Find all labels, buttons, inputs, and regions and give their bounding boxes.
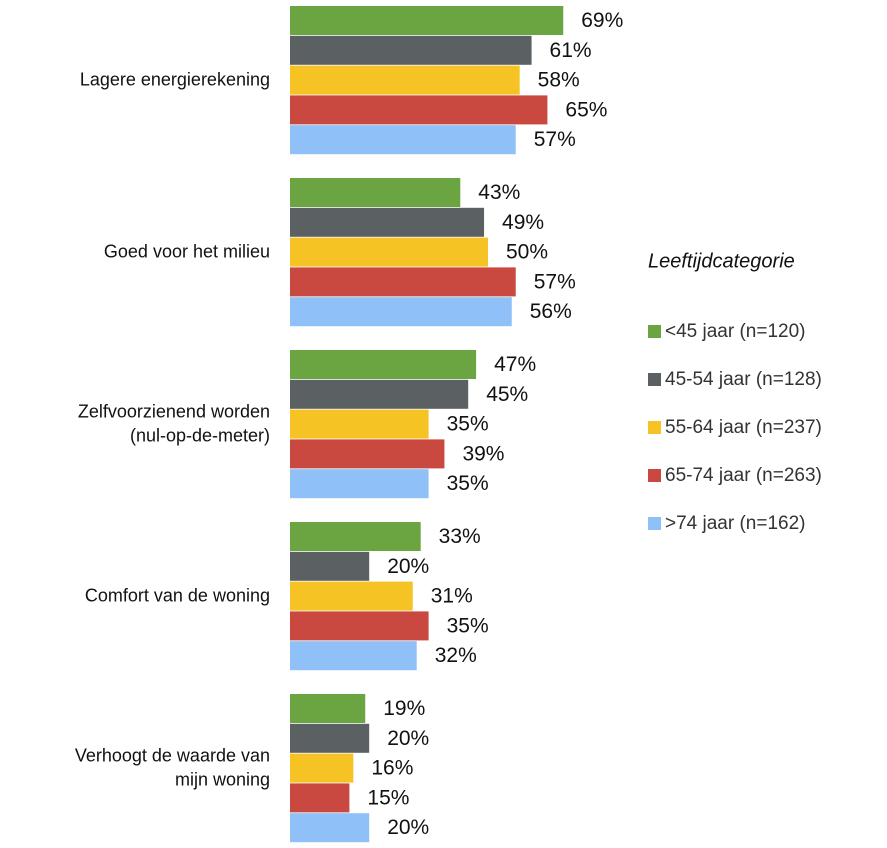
value-label: 47%	[494, 353, 536, 376]
bar	[290, 379, 469, 409]
value-label: 69%	[581, 9, 623, 32]
value-label: 32%	[435, 644, 477, 667]
bar	[290, 409, 429, 439]
value-label: 35%	[447, 472, 489, 495]
bar	[290, 753, 354, 783]
bar	[290, 783, 350, 813]
bar	[290, 551, 370, 581]
category-label: Verhoogt de waarde van	[75, 745, 270, 765]
value-label: 20%	[387, 816, 429, 839]
bar	[290, 6, 564, 35]
value-label: 31%	[431, 585, 473, 608]
legend-label: 45-54 jaar (n=128)	[665, 369, 822, 390]
value-label: 16%	[371, 757, 413, 780]
bar	[290, 350, 477, 379]
legend-title: Leeftijdcategorie	[648, 250, 795, 272]
value-label: 39%	[462, 442, 504, 465]
value-label: 56%	[530, 300, 572, 323]
value-label: 61%	[550, 39, 592, 62]
value-label: 57%	[534, 128, 576, 151]
value-label: 20%	[387, 727, 429, 750]
category-label: Comfort van de woning	[85, 585, 270, 605]
value-label: 19%	[383, 697, 425, 720]
bar	[290, 95, 548, 125]
legend-label: >74 jaar (n=162)	[665, 513, 806, 534]
value-label: 65%	[565, 98, 607, 121]
category-label: Lagere energierekening	[80, 69, 270, 89]
bar	[290, 611, 429, 641]
bar	[290, 439, 445, 469]
bar	[290, 267, 516, 297]
bar	[290, 297, 512, 327]
bar	[290, 522, 421, 551]
value-label: 15%	[367, 786, 409, 809]
legend-label: 65-74 jaar (n=263)	[665, 465, 822, 486]
value-label: 57%	[534, 270, 576, 293]
legend-swatch	[648, 517, 661, 530]
legend-swatch	[648, 469, 661, 482]
value-label: 35%	[447, 413, 489, 436]
bar	[290, 723, 370, 753]
bar	[290, 581, 413, 611]
bar	[290, 641, 417, 671]
legend-swatch	[648, 325, 661, 338]
bar	[290, 65, 520, 95]
legend-label: <45 jaar (n=120)	[665, 321, 806, 342]
bar	[290, 178, 461, 207]
value-label: 58%	[538, 69, 580, 92]
legend-swatch	[648, 421, 661, 434]
bar	[290, 469, 429, 499]
bar	[290, 694, 366, 723]
bar	[290, 813, 370, 843]
bar	[290, 207, 485, 237]
value-label: 45%	[486, 383, 528, 406]
value-label: 33%	[439, 525, 481, 548]
category-label: (nul-op-de-meter)	[130, 425, 270, 445]
value-label: 49%	[502, 211, 544, 234]
category-label: Zelfvoorzienend worden	[78, 401, 270, 421]
bar	[290, 237, 488, 267]
bar	[290, 35, 532, 65]
legend-label: 55-64 jaar (n=237)	[665, 417, 822, 438]
value-label: 35%	[447, 614, 489, 637]
bar	[290, 125, 516, 155]
value-label: 20%	[387, 555, 429, 578]
category-label: Goed voor het milieu	[104, 241, 270, 261]
legend-swatch	[648, 373, 661, 386]
value-label: 43%	[478, 181, 520, 204]
value-label: 50%	[506, 241, 548, 264]
category-label: mijn woning	[175, 769, 270, 789]
